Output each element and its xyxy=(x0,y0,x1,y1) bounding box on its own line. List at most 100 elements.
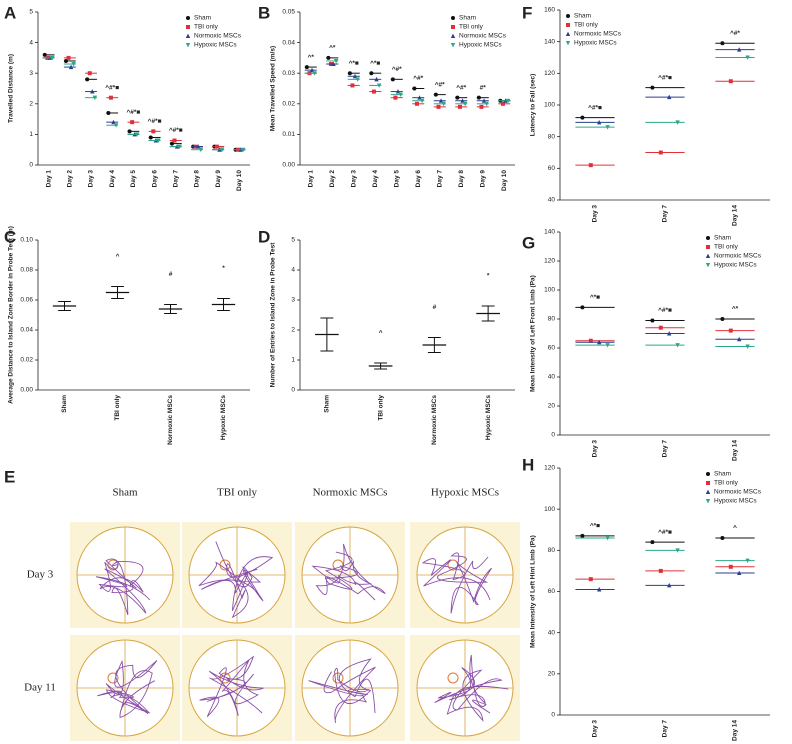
x-tick-label: TBI only xyxy=(377,395,384,421)
legend-label: TBI only xyxy=(194,24,219,31)
y-tick-label: 0.08 xyxy=(20,267,33,274)
swim-track xyxy=(434,654,509,722)
x-tick-label: Day 3 xyxy=(350,170,357,188)
mean-point xyxy=(500,101,505,106)
annotation: # xyxy=(169,271,173,278)
y-axis-label: Mean Travelled Speed (m/s) xyxy=(270,46,277,131)
y-tick-label: 160 xyxy=(544,7,555,14)
x-tick-label: Day 5 xyxy=(130,170,137,188)
mean-point xyxy=(156,138,161,143)
y-tick-label: 1 xyxy=(29,131,33,138)
mean-point xyxy=(588,577,593,582)
mean-point xyxy=(347,71,352,76)
legend-label: Hypoxic MSCs xyxy=(714,262,757,269)
swim-track xyxy=(311,543,386,601)
mean-point xyxy=(484,101,489,107)
mean-point xyxy=(106,110,111,115)
legend-marker xyxy=(706,481,710,485)
x-tick-label: Day 8 xyxy=(194,170,201,188)
y-tick-label: 100 xyxy=(544,287,555,294)
annotation: * xyxy=(222,265,225,272)
mean-point xyxy=(505,98,511,104)
mean-point xyxy=(412,86,417,91)
x-tick-label: Normoxic MSCs xyxy=(431,395,438,445)
annotation: ^#*■ xyxy=(658,306,672,314)
y-tick-label: 3 xyxy=(291,297,295,304)
mean-point xyxy=(172,138,177,143)
annotation: ^*■ xyxy=(590,522,600,530)
legend-marker xyxy=(566,23,570,27)
legend-marker xyxy=(451,16,455,20)
mean-point xyxy=(127,129,132,134)
mean-point xyxy=(108,95,113,100)
mean-point xyxy=(658,150,663,155)
x-tick-label: Day 7 xyxy=(173,170,180,188)
mean-point xyxy=(241,147,246,153)
mean-point xyxy=(333,58,339,64)
x-tick-label: Day 14 xyxy=(732,440,739,461)
annotation: ^#*■ xyxy=(148,117,162,125)
x-tick-label: Day 10 xyxy=(501,170,508,191)
mean-point xyxy=(720,535,725,540)
swim-track xyxy=(198,541,274,619)
panel-label: H xyxy=(522,455,534,474)
mean-point xyxy=(720,317,725,321)
mean-point xyxy=(198,147,204,153)
annotation: ^#* xyxy=(413,74,423,82)
panel-label: D xyxy=(258,227,270,246)
mean-point xyxy=(658,568,663,573)
mean-point xyxy=(745,55,750,60)
swim-track xyxy=(97,659,158,719)
y-tick-label: 0.01 xyxy=(282,131,295,138)
y-tick-label: 60 xyxy=(548,345,556,352)
mean-point xyxy=(113,123,119,128)
mean-point xyxy=(436,104,441,109)
y-tick-label: 80 xyxy=(548,547,556,554)
legend-label: Normoxic MSCs xyxy=(714,489,762,496)
x-tick-label: Hypoxic MSCs xyxy=(485,395,492,441)
annotation: ^#*■ xyxy=(588,103,602,111)
mean-point xyxy=(737,47,742,52)
legend-label: Normoxic MSCs xyxy=(574,31,622,38)
mean-point xyxy=(728,564,733,569)
panel-label: F xyxy=(522,3,532,22)
panel-label: E xyxy=(4,467,15,486)
annotation: ^ xyxy=(733,524,737,532)
column-label: TBI only xyxy=(217,487,258,499)
y-tick-label: 0.03 xyxy=(282,70,295,77)
legend-label: Sham xyxy=(714,235,731,242)
mean-point xyxy=(376,83,382,88)
y-tick-label: 80 xyxy=(548,133,556,140)
mean-point xyxy=(438,98,444,103)
legend-marker xyxy=(185,33,191,38)
y-tick-label: 40 xyxy=(548,197,556,204)
x-tick-label: Day 2 xyxy=(329,170,336,188)
legend-label: Sham xyxy=(459,15,476,22)
panel-label: B xyxy=(258,3,270,22)
mean-point xyxy=(85,77,90,82)
island xyxy=(447,672,459,684)
x-tick-label: Day 9 xyxy=(215,170,222,188)
annotation: ^#*■ xyxy=(126,108,140,116)
annotation: #* xyxy=(480,84,487,91)
mean-point xyxy=(667,94,672,100)
mean-point xyxy=(433,92,438,97)
y-tick-label: 5 xyxy=(291,237,295,244)
mean-point xyxy=(71,62,76,67)
annotation: ^#*■ xyxy=(658,73,672,81)
panel-label: C xyxy=(4,227,16,246)
row-label: Day 3 xyxy=(27,569,54,581)
mean-point xyxy=(605,535,610,541)
y-tick-label: 0.06 xyxy=(20,297,33,304)
mean-point xyxy=(66,55,71,60)
legend-label: TBI only xyxy=(574,22,599,29)
mean-point xyxy=(728,79,733,84)
x-tick-label: Day 14 xyxy=(732,205,739,226)
legend-label: Sham xyxy=(194,15,211,22)
mean-point xyxy=(419,98,425,104)
legend-label: Sham xyxy=(574,13,591,20)
mean-point xyxy=(111,119,116,125)
swim-track xyxy=(95,558,151,616)
legend-marker xyxy=(450,33,456,38)
legend-marker xyxy=(185,43,191,48)
